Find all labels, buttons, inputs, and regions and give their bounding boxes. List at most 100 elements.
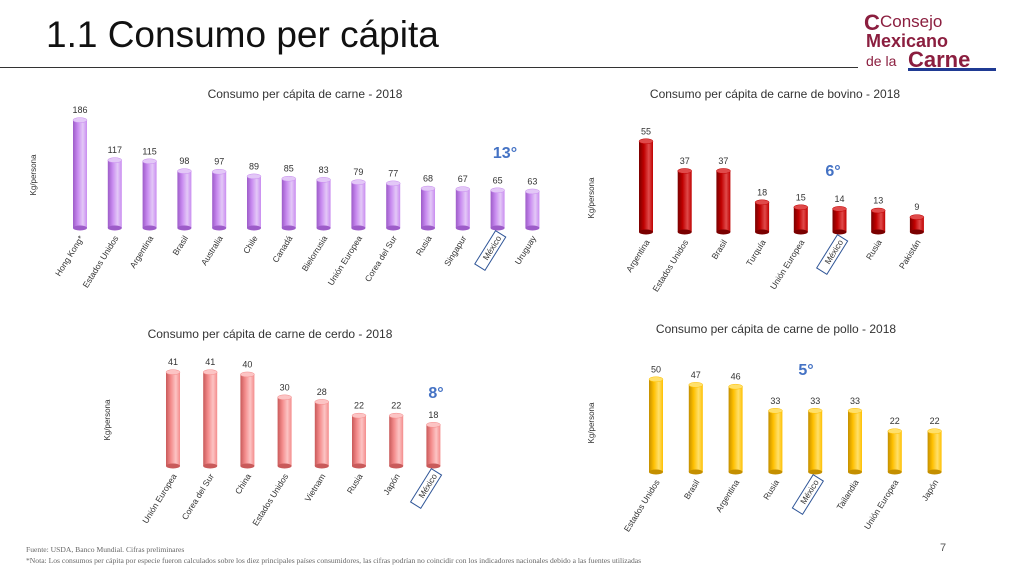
page-number: 7 [940, 542, 947, 554]
bar [165, 369, 181, 469]
bar [177, 168, 192, 231]
y-axis-label: Kg/persona [587, 402, 596, 443]
footer-note: *Nota: Los consumos per cápita por espec… [26, 556, 642, 565]
x-tick-label: Corea del Sur [180, 472, 216, 522]
data-label: 77 [388, 168, 398, 178]
bar [107, 157, 123, 231]
data-label: 83 [319, 165, 329, 175]
x-tick-label: Tailandia [834, 478, 860, 512]
x-tick-label: Turquía [744, 238, 768, 268]
chart-svg: Consumo per cápita de carne de cerdo - 2… [103, 327, 444, 528]
x-tick-label: México [822, 238, 845, 266]
bar [388, 412, 404, 469]
footer-source: Fuente: USDA, Banco Mundial. Cifras prel… [26, 545, 185, 554]
x-tick-label: Pakistán [897, 238, 923, 271]
bar [525, 188, 540, 231]
chart-title: Consumo per cápita de carne - 2018 [208, 87, 403, 101]
bar [385, 180, 401, 231]
data-label: 67 [458, 174, 468, 184]
y-axis-label: Kg/persona [587, 177, 596, 218]
bar [351, 412, 367, 469]
data-label: 41 [168, 357, 178, 367]
bar [281, 175, 297, 231]
data-label: 79 [353, 167, 363, 177]
x-tick-label: Brasil [170, 234, 190, 257]
bar [72, 117, 88, 231]
y-axis-label: Kg/persona [103, 399, 112, 440]
bar [807, 408, 823, 475]
logo-line1: Consejo [880, 12, 942, 31]
x-tick-label: Estados Unidos [80, 234, 120, 290]
x-tick-label: Brasil [709, 238, 729, 261]
data-label: 33 [850, 396, 860, 406]
data-label: 22 [391, 401, 401, 411]
data-label: 22 [890, 416, 900, 426]
bar [426, 422, 441, 469]
data-label: 37 [680, 156, 690, 166]
bar [351, 179, 366, 231]
bar [314, 399, 330, 469]
chart-svg: Consumo per cápita de carne - 2018 Kg/per… [29, 87, 540, 290]
bar [420, 185, 436, 231]
x-tick-label: Estados Unidos [250, 472, 290, 528]
y-axis-label: Kg/persona [29, 154, 38, 195]
chart-consumo-bovino: Consumo per cápita de carne de bovino - … [560, 80, 1010, 310]
bar [768, 408, 783, 475]
chart-title: Consumo per cápita de carne de bovino - … [650, 87, 900, 101]
bar [246, 173, 262, 231]
x-tick-label: Rusia [345, 472, 365, 496]
x-tick-label: Brasil [682, 478, 702, 501]
data-label: 89 [249, 161, 259, 171]
x-tick-label: Canadá [270, 234, 294, 265]
bar [211, 168, 227, 231]
data-label: 40 [242, 359, 252, 369]
x-tick-label: México [481, 234, 504, 262]
x-tick-label: Rusia [761, 478, 781, 502]
data-label: 68 [423, 174, 433, 184]
x-tick-label: Argentina [128, 234, 156, 270]
chart-consumo-cerdo: Consumo per cápita de carne de cerdo - 2… [60, 320, 500, 530]
data-label: 28 [317, 387, 327, 397]
data-label: 22 [354, 401, 364, 411]
bar [142, 158, 157, 231]
chart-title: Consumo per cápita de carne de cerdo - 2… [148, 327, 393, 341]
x-tick-label: Uruguay [513, 233, 539, 266]
bar [316, 177, 331, 231]
bar [887, 428, 903, 475]
bar [688, 382, 704, 475]
x-tick-label: México [416, 472, 439, 500]
bar [870, 207, 886, 235]
data-label: 65 [493, 175, 503, 185]
data-label: 50 [651, 364, 661, 374]
data-label: 186 [72, 105, 87, 115]
bar [638, 138, 654, 235]
bar [202, 369, 218, 469]
data-label: 41 [205, 357, 215, 367]
data-label: 15 [796, 192, 806, 202]
x-tick-label: Bielorrusia [300, 234, 330, 274]
data-label: 97 [214, 157, 224, 167]
data-label: 30 [280, 382, 290, 392]
x-tick-label: Argentina [714, 478, 742, 514]
x-tick-label: Singapur [442, 234, 469, 268]
rank-annotation: 13° [493, 145, 517, 162]
rank-annotation: 8° [428, 385, 443, 402]
bar [277, 394, 292, 469]
x-tick-label: Australia [199, 234, 225, 268]
x-tick-label: China [233, 472, 253, 496]
x-tick-label: Unión Europea [862, 478, 901, 532]
x-tick-label: Estados Unidos [650, 238, 690, 294]
x-tick-label: Japón [381, 472, 402, 497]
logo-line3b: Carne [908, 47, 970, 72]
data-label: 117 [108, 145, 122, 155]
bar [754, 199, 770, 235]
bar [490, 187, 505, 231]
logo-underline [908, 68, 996, 71]
x-tick-label: Rusia [864, 238, 884, 262]
logo-line3a: de la [866, 53, 897, 69]
bar [832, 206, 847, 235]
data-label: 63 [527, 176, 537, 186]
data-label: 18 [428, 410, 438, 420]
title-divider [0, 67, 858, 68]
x-tick-label: Chile [241, 234, 260, 256]
